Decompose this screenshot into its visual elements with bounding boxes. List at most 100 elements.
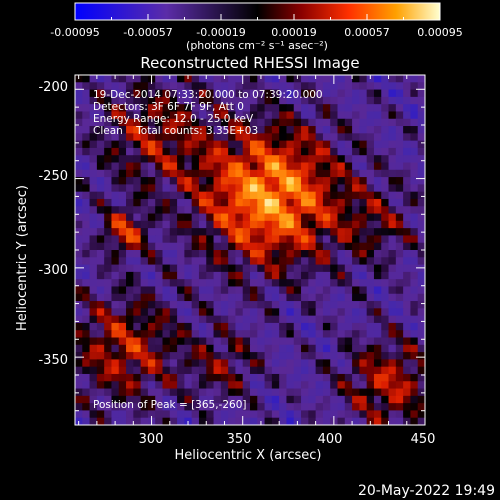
heatmap-cell bbox=[169, 366, 178, 375]
heatmap-cell bbox=[308, 191, 317, 200]
heatmap-cell bbox=[417, 373, 425, 382]
heatmap-cell bbox=[359, 147, 368, 156]
heatmap-cell bbox=[213, 395, 222, 404]
heatmap-cell bbox=[264, 403, 273, 411]
heatmap-cell bbox=[177, 82, 185, 90]
annotation-time-range: 19-Dec-2014 07:33:20.000 to 07:39:20.000 bbox=[93, 89, 323, 101]
heatmap-cell bbox=[155, 381, 163, 389]
heatmap-cell bbox=[177, 301, 185, 309]
heatmap-cell bbox=[250, 96, 258, 105]
heatmap-cell bbox=[89, 184, 98, 193]
heatmap-cell bbox=[169, 169, 178, 178]
heatmap-cell bbox=[250, 206, 258, 214]
heatmap-cell bbox=[352, 242, 360, 251]
heatmap-cell bbox=[308, 366, 317, 375]
heatmap-cell bbox=[126, 191, 134, 200]
heatmap-cell bbox=[359, 395, 368, 404]
heatmap-cell bbox=[315, 381, 324, 389]
heatmap-cell bbox=[388, 286, 397, 295]
heatmap-cell bbox=[75, 118, 83, 127]
y-tick-label: -350 bbox=[38, 353, 68, 368]
heatmap-cell bbox=[118, 198, 127, 207]
heatmap-cell bbox=[235, 366, 244, 375]
heatmap-cell bbox=[89, 417, 98, 425]
heatmap-cell bbox=[162, 82, 171, 90]
heatmap-cell bbox=[279, 410, 287, 419]
heatmap-cell bbox=[286, 381, 295, 389]
heatmap-cell bbox=[271, 111, 280, 120]
heatmap-cell bbox=[286, 388, 295, 397]
heatmap-cell bbox=[104, 250, 112, 258]
heatmap-cell bbox=[395, 301, 404, 309]
heatmap-cell bbox=[388, 410, 397, 419]
heatmap-cell bbox=[184, 228, 193, 236]
heatmap-cell bbox=[220, 82, 229, 90]
heatmap-cell bbox=[191, 155, 200, 163]
heatmap-cell bbox=[257, 293, 265, 302]
heatmap-cell bbox=[89, 293, 98, 302]
heatmap-cell bbox=[264, 96, 273, 105]
heatmap-cell bbox=[381, 75, 389, 83]
heatmap-cell bbox=[177, 315, 185, 324]
heatmap-cell bbox=[228, 162, 236, 171]
heatmap-cell bbox=[82, 366, 90, 375]
heatmap-cell bbox=[373, 271, 382, 280]
heatmap-cell bbox=[330, 264, 338, 273]
heatmap-cell bbox=[308, 322, 317, 331]
heatmap-cell bbox=[388, 308, 397, 317]
heatmap-cell bbox=[82, 403, 90, 411]
heatmap-cell bbox=[155, 82, 163, 90]
heatmap-cell bbox=[293, 315, 302, 324]
heatmap-cell bbox=[352, 213, 360, 222]
heatmap-cell bbox=[89, 133, 98, 142]
heatmap-cell bbox=[373, 293, 382, 302]
heatmap-cell bbox=[213, 198, 222, 207]
heatmap-cell bbox=[337, 257, 346, 265]
heatmap-cell bbox=[373, 184, 382, 193]
heatmap-cell bbox=[271, 177, 280, 185]
heatmap-cell bbox=[381, 381, 389, 389]
heatmap-cell bbox=[373, 395, 382, 404]
heatmap-cell bbox=[220, 213, 229, 222]
heatmap-cell bbox=[133, 322, 142, 331]
heatmap-cell bbox=[366, 184, 375, 193]
heatmap-cell bbox=[235, 337, 244, 346]
heatmap-cell bbox=[337, 118, 346, 127]
heatmap-cell bbox=[191, 104, 200, 112]
heatmap-cell bbox=[250, 271, 258, 280]
heatmap-cell bbox=[257, 213, 265, 222]
heatmap-cell bbox=[213, 366, 222, 375]
heatmap-cell bbox=[177, 403, 185, 411]
heatmap-cell bbox=[82, 279, 90, 287]
heatmap-cell bbox=[271, 147, 280, 156]
heatmap-cell bbox=[308, 213, 317, 222]
heatmap-cell bbox=[89, 155, 98, 163]
heatmap-cell bbox=[198, 271, 207, 280]
heatmap-cell bbox=[177, 184, 185, 193]
heatmap-cell bbox=[264, 257, 273, 265]
heatmap-cell bbox=[118, 264, 127, 273]
colorbar-tick-label: -0.00057 bbox=[123, 26, 172, 39]
heatmap-cell bbox=[388, 381, 397, 389]
heatmap-cell bbox=[111, 293, 120, 302]
heatmap-cell bbox=[228, 75, 236, 83]
heatmap-cell bbox=[213, 89, 222, 98]
heatmap-cell bbox=[133, 279, 142, 287]
heatmap-cell bbox=[308, 373, 317, 382]
heatmap-cell bbox=[220, 373, 229, 382]
heatmap-cell bbox=[235, 271, 244, 280]
heatmap-cell bbox=[388, 271, 397, 280]
heatmap-cell bbox=[257, 206, 265, 214]
heatmap-cell bbox=[169, 228, 178, 236]
heatmap-cell bbox=[388, 184, 397, 193]
heatmap-cell bbox=[82, 359, 90, 368]
heatmap-cell bbox=[322, 104, 331, 112]
heatmap-cell bbox=[308, 155, 317, 163]
heatmap-cell bbox=[271, 366, 280, 375]
heatmap-cell bbox=[126, 75, 134, 83]
heatmap-cell bbox=[111, 162, 120, 171]
heatmap-cell bbox=[111, 126, 120, 134]
heatmap-cell bbox=[410, 162, 419, 171]
heatmap-cell bbox=[118, 301, 127, 309]
heatmap-cell bbox=[242, 381, 251, 389]
